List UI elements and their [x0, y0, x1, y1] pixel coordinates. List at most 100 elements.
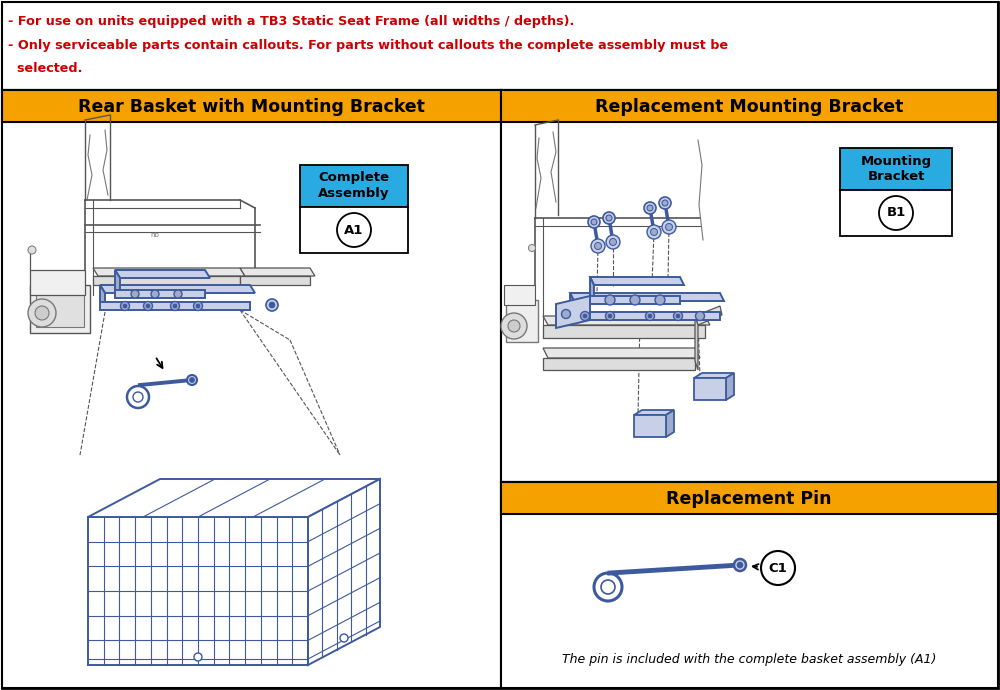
Bar	[2, 90, 501, 122]
Polygon shape	[240, 268, 315, 276]
Circle shape	[266, 299, 278, 311]
Bar	[840, 190, 952, 236]
Bar	[501, 90, 998, 122]
Circle shape	[120, 302, 130, 310]
Polygon shape	[88, 479, 380, 517]
Circle shape	[594, 242, 602, 250]
Circle shape	[173, 304, 177, 308]
Polygon shape	[570, 293, 574, 320]
Circle shape	[528, 244, 536, 251]
Polygon shape	[666, 410, 674, 437]
Circle shape	[696, 311, 704, 320]
Polygon shape	[695, 306, 722, 325]
Circle shape	[648, 314, 652, 318]
Polygon shape	[93, 276, 240, 285]
Bar	[506, 300, 538, 342]
Text: Complete
Assembly: Complete Assembly	[318, 172, 390, 201]
Circle shape	[591, 239, 605, 253]
Polygon shape	[543, 325, 705, 338]
Text: Replacement Mounting Bracket: Replacement Mounting Bracket	[595, 98, 903, 116]
Circle shape	[170, 302, 180, 310]
Circle shape	[588, 216, 600, 228]
Bar	[36, 291, 84, 327]
Circle shape	[737, 562, 743, 568]
Circle shape	[605, 295, 615, 305]
Circle shape	[580, 311, 590, 320]
Polygon shape	[590, 277, 684, 285]
Polygon shape	[100, 285, 105, 310]
Polygon shape	[308, 479, 380, 665]
Circle shape	[144, 302, 152, 310]
Circle shape	[676, 314, 680, 318]
Circle shape	[666, 224, 672, 230]
Text: A1: A1	[344, 224, 364, 237]
Polygon shape	[504, 285, 535, 305]
Circle shape	[123, 304, 127, 308]
Circle shape	[190, 377, 194, 382]
Circle shape	[646, 311, 654, 320]
Circle shape	[650, 228, 658, 235]
Text: nb: nb	[150, 232, 159, 238]
Polygon shape	[556, 296, 590, 328]
Polygon shape	[570, 293, 724, 301]
Circle shape	[603, 212, 615, 224]
Polygon shape	[543, 348, 700, 358]
Circle shape	[734, 559, 746, 571]
Circle shape	[131, 290, 139, 298]
Polygon shape	[726, 373, 734, 400]
Bar	[501, 90, 998, 482]
Circle shape	[174, 290, 182, 298]
Circle shape	[194, 653, 202, 661]
Polygon shape	[88, 517, 308, 665]
Circle shape	[659, 197, 671, 209]
Bar	[501, 482, 998, 514]
Circle shape	[655, 295, 665, 305]
Circle shape	[583, 314, 587, 318]
Circle shape	[761, 551, 795, 585]
Circle shape	[606, 235, 620, 249]
Text: C1: C1	[769, 562, 787, 575]
Polygon shape	[694, 373, 734, 378]
Circle shape	[647, 225, 661, 239]
Circle shape	[674, 311, 682, 320]
Circle shape	[28, 246, 36, 254]
Circle shape	[630, 295, 640, 305]
Polygon shape	[590, 277, 594, 304]
Circle shape	[340, 634, 348, 642]
Circle shape	[591, 219, 597, 225]
Polygon shape	[240, 276, 310, 285]
Bar	[2, 2, 998, 90]
Circle shape	[662, 220, 676, 234]
Circle shape	[662, 200, 668, 206]
Circle shape	[269, 302, 275, 308]
Text: B1: B1	[886, 206, 906, 219]
Text: Mounting
Bracket: Mounting Bracket	[860, 155, 932, 184]
Bar	[2, 90, 501, 688]
Text: - For use on units equipped with a TB3 Static Seat Frame (all widths / depths).: - For use on units equipped with a TB3 S…	[8, 15, 574, 28]
Polygon shape	[100, 285, 255, 293]
Circle shape	[35, 306, 49, 320]
Circle shape	[337, 213, 371, 247]
Circle shape	[187, 375, 197, 385]
Circle shape	[647, 205, 653, 211]
Circle shape	[879, 196, 913, 230]
Circle shape	[28, 299, 56, 327]
Polygon shape	[570, 312, 720, 320]
Polygon shape	[543, 358, 695, 370]
Circle shape	[610, 239, 616, 246]
Bar	[300, 207, 408, 253]
Circle shape	[608, 314, 612, 318]
Circle shape	[151, 290, 159, 298]
Bar	[634, 415, 666, 437]
Circle shape	[562, 310, 570, 319]
Circle shape	[501, 313, 527, 339]
Polygon shape	[115, 290, 205, 298]
Circle shape	[146, 304, 150, 308]
Polygon shape	[100, 302, 250, 310]
Polygon shape	[115, 270, 210, 278]
Text: Rear Basket with Mounting Bracket: Rear Basket with Mounting Bracket	[78, 98, 424, 116]
Bar	[30, 285, 90, 333]
Text: selected.: selected.	[8, 61, 82, 75]
Polygon shape	[115, 270, 120, 298]
Text: Replacement Pin: Replacement Pin	[666, 490, 832, 508]
